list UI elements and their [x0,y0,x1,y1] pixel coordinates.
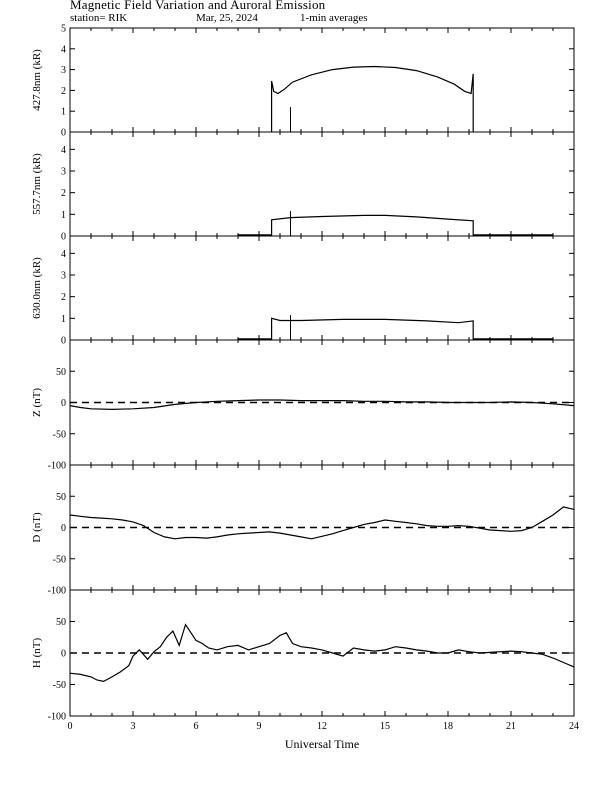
series-line-0 [69,399,575,411]
x-tick-label: 0 [68,721,73,732]
y-axis-label: Z (nT) [31,388,43,417]
y-tick-label: 0 [61,128,66,139]
series-line-0 [69,623,575,683]
panel-5: -100 -50 0 50 H (nT) 0 3 6 9 12 15 18 21 24 Universal … [31,589,579,751]
y-tick-label: 0 [61,649,66,660]
y-tick-label: 0 [61,336,66,347]
y-tick-label: -100 [48,586,66,597]
y-tick-label: 1 [61,314,66,325]
panel-3: -100 -50 0 50 Z (nT) [31,339,575,472]
date-label: Mar, 25, 2024 [196,12,258,24]
y-axis-label: H (nT) [31,638,43,669]
y-tick-label: -100 [48,461,66,472]
series-line-0 [238,317,553,340]
y-tick-label: 5 [61,24,66,35]
panel-0: 0 1 2 3 4 5 427.8nm (kR) [31,24,575,139]
x-tick-label: 24 [569,721,579,732]
y-tick-label: 2 [61,86,66,97]
panel-1: 0 1 2 3 4 557.7nm (kR) [31,131,575,243]
y-axis-label: 427.8nm (kR) [31,49,43,111]
x-tick-label: 18 [443,721,453,732]
panel-frame [69,27,575,133]
y-tick-label: 3 [61,65,66,76]
x-tick-label: 12 [317,721,327,732]
y-tick-label: -50 [53,429,66,440]
x-tick-label: 6 [194,721,199,732]
panel-4: -100 -50 0 50 D (nT) [31,464,575,597]
y-tick-label: 2 [61,188,66,199]
y-tick-label: 50 [56,492,66,503]
x-tick-label: 15 [380,721,390,732]
x-axis-label: Universal Time [285,737,359,751]
y-axis-label: 630.0nm (kR) [31,257,43,319]
station-label: station= RIK [70,12,128,24]
x-tick-label: 21 [506,721,516,732]
y-tick-label: 0 [61,232,66,243]
x-tick-label: 3 [131,721,136,732]
x-tick-label: 9 [257,721,262,732]
y-tick-label: -50 [53,680,66,691]
y-tick-label: 2 [61,292,66,303]
y-tick-label: 4 [61,145,66,156]
y-tick-label: 4 [61,44,66,55]
y-tick-label: 0 [61,523,66,534]
y-tick-label: -50 [53,554,66,565]
y-tick-label: -100 [48,712,66,723]
y-axis-label: 557.7nm (kR) [31,153,43,215]
y-tick-label: 50 [56,617,66,628]
y-tick-label: 0 [61,398,66,409]
series-line-0 [69,506,575,540]
y-tick-label: 1 [61,107,66,118]
averaging-label: 1-min averages [300,12,368,24]
y-tick-label: 3 [61,271,66,282]
panel-2: 0 1 2 3 4 630.0nm (kR) [31,235,575,347]
y-axis-label: D (nT) [31,512,43,543]
series-line-0 [238,214,553,236]
chart-title: Magnetic Field Variation and Auroral Emi… [70,0,326,12]
series-line-0 [271,65,474,132]
panel-frame [69,235,575,341]
y-tick-label: 1 [61,210,66,221]
y-tick-label: 4 [61,249,66,260]
y-tick-label: 3 [61,167,66,178]
y-tick-label: 50 [56,367,66,378]
panel-frame [69,131,575,237]
